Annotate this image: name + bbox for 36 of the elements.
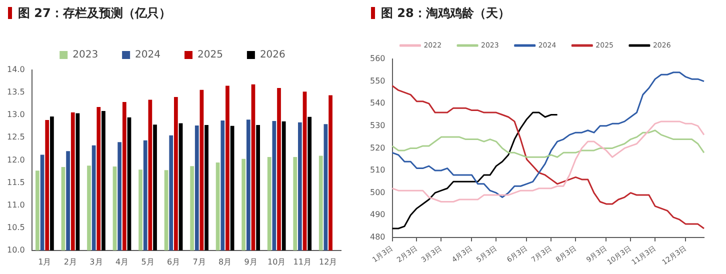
x-tick-label: 9月 bbox=[244, 257, 258, 266]
y-tick-label: 13.5 bbox=[7, 88, 25, 97]
y-tick-label: 10.5 bbox=[7, 222, 25, 232]
y-tick-label: 11.0 bbox=[7, 200, 25, 210]
legend-label: 2024 bbox=[135, 50, 161, 61]
x-tick-label: 2月 bbox=[64, 257, 78, 266]
x-tick-label: 11月 bbox=[293, 257, 312, 266]
y-tick-label: 490 bbox=[370, 210, 386, 220]
x-tick-label: 12月 bbox=[319, 257, 338, 266]
y-tick-label: 11.5 bbox=[7, 178, 25, 187]
x-tick-label: 8月 bbox=[218, 257, 232, 266]
x-tick-label: 7月 bbox=[192, 257, 206, 266]
legend-label: 2025 bbox=[198, 50, 223, 61]
y-tick-label: 540 bbox=[370, 98, 386, 108]
chart-title: 图 28：淘鸡鸡龄（天） bbox=[381, 4, 510, 22]
legend-label: 2023 bbox=[72, 50, 98, 61]
chart-title: 图 27：存栏及预测（亿只） bbox=[18, 4, 171, 22]
y-tick-label: 500 bbox=[370, 188, 386, 197]
x-tick-label: 5月 bbox=[141, 257, 154, 266]
y-tick-label: 520 bbox=[370, 143, 386, 152]
y-tick-label: 560 bbox=[370, 54, 386, 64]
y-tick-label: 480 bbox=[370, 232, 386, 242]
x-tick-label: 10月 bbox=[267, 257, 286, 266]
y-tick-label: 12.0 bbox=[7, 155, 25, 164]
y-tick-label: 10.0 bbox=[7, 245, 25, 254]
y-tick-label: 510 bbox=[370, 166, 386, 175]
x-tick-label: 4月 bbox=[115, 257, 129, 266]
y-tick-label: 550 bbox=[370, 76, 386, 86]
x-tick-label: 6月 bbox=[166, 257, 180, 266]
y-tick-label: 530 bbox=[370, 120, 386, 130]
x-tick-label: 1月 bbox=[38, 257, 52, 266]
y-tick-label: 12.5 bbox=[7, 132, 25, 142]
y-tick-label: 14.0 bbox=[7, 65, 25, 74]
y-tick-label: 13.0 bbox=[7, 110, 25, 120]
legend-label: 2026 bbox=[260, 50, 286, 61]
x-tick-label: 3月 bbox=[90, 257, 103, 266]
